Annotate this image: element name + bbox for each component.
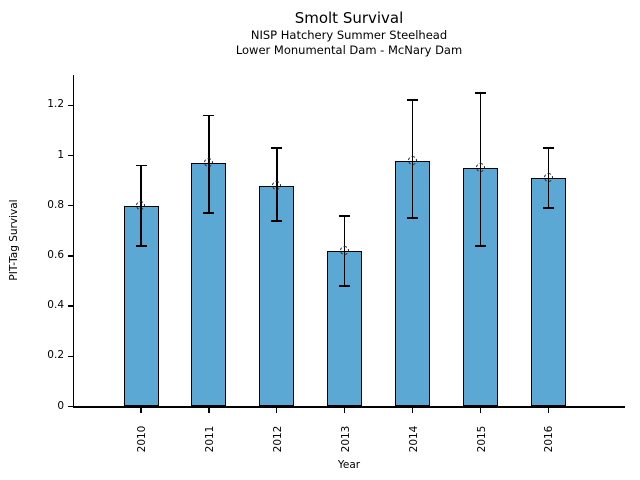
y-tick-label: 0.8 xyxy=(47,198,64,211)
x-tick xyxy=(208,408,210,413)
y-tick xyxy=(68,355,73,357)
x-tick xyxy=(140,408,142,413)
bar xyxy=(530,178,566,407)
error-cap-bottom xyxy=(475,245,486,247)
data-point-marker xyxy=(543,173,553,183)
error-cap-top xyxy=(542,147,554,149)
x-tick xyxy=(344,408,346,413)
x-tick-label: 2016 xyxy=(543,425,556,453)
error-cap-bottom xyxy=(407,217,419,220)
error-cap-top xyxy=(475,91,486,94)
error-cap-top xyxy=(203,114,215,117)
x-axis-line xyxy=(72,406,625,408)
x-tick xyxy=(479,408,482,413)
error-cap-bottom xyxy=(339,285,351,287)
x-tick-label: 2013 xyxy=(339,425,352,453)
chart-subtitle-line2: Lower Monumental Dam - McNary Dam xyxy=(235,42,463,57)
y-tick-label: 1 xyxy=(57,148,64,161)
x-tick xyxy=(547,408,550,413)
y-tick-label: 1.2 xyxy=(47,98,64,111)
data-point-marker xyxy=(136,201,146,210)
y-tick-label: 0.6 xyxy=(47,248,64,261)
data-point-marker xyxy=(204,158,214,168)
x-axis-label: Year xyxy=(337,459,361,471)
bar xyxy=(327,250,363,407)
y-tick xyxy=(68,205,73,207)
y-tick xyxy=(68,305,73,307)
error-cap-top xyxy=(339,214,351,217)
chart-header: Smolt Survival NISP Hatchery Summer Stee… xyxy=(236,9,462,57)
y-tick-label: 0.2 xyxy=(47,349,64,362)
y-tick xyxy=(68,104,73,106)
error-cap-top xyxy=(135,164,147,167)
y-tick-label: 0.4 xyxy=(47,299,64,312)
y-tick-label: 0 xyxy=(57,399,64,412)
error-cap-top xyxy=(407,99,419,102)
y-axis-line xyxy=(72,75,75,408)
y-tick xyxy=(68,255,73,257)
x-tick-label: 2012 xyxy=(271,425,284,453)
bar xyxy=(259,185,295,407)
y-axis-label: PIT-Tag Survival xyxy=(8,199,20,281)
error-cap-bottom xyxy=(135,245,147,247)
error-cap-top xyxy=(271,147,283,149)
data-point-marker xyxy=(340,246,349,256)
x-tick-label: 2014 xyxy=(407,425,420,453)
data-point-marker xyxy=(475,163,485,173)
y-tick xyxy=(68,405,73,408)
data-point-marker xyxy=(407,155,417,165)
error-cap-bottom xyxy=(271,219,283,222)
data-point-marker xyxy=(272,180,282,190)
y-tick xyxy=(68,154,73,157)
error-cap-bottom xyxy=(203,212,215,215)
x-tick-label: 2010 xyxy=(136,425,148,453)
x-tick xyxy=(276,408,278,413)
x-tick-label: 2011 xyxy=(203,425,216,453)
chart-subtitle-line1: NISP Hatchery Summer Steelhead xyxy=(250,28,448,42)
x-tick-label: 2015 xyxy=(475,425,488,453)
error-cap-bottom xyxy=(542,207,554,209)
chart-title: Smolt Survival xyxy=(294,9,404,27)
x-tick xyxy=(411,408,414,413)
